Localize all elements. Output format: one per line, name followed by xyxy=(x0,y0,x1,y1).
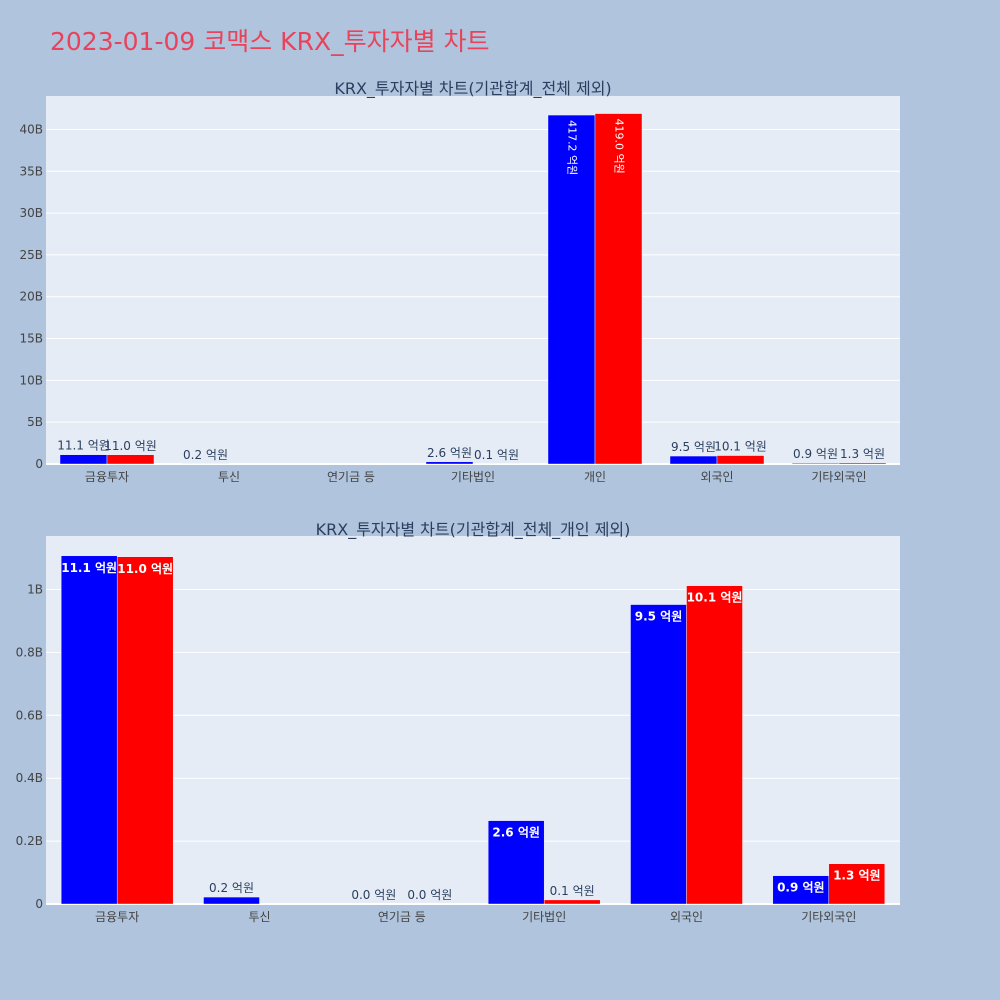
y-tick-label: 5B xyxy=(27,415,43,429)
chart-title: KRX_투자자별 차트(기관합계_전체 제외) xyxy=(334,79,611,99)
bar xyxy=(487,820,545,905)
data-label: 11.1 억원 xyxy=(57,439,110,453)
x-tick-label: 연기금 등 xyxy=(378,910,426,924)
data-label: 0.2 억원 xyxy=(183,448,228,462)
x-tick-label: 기타외국인 xyxy=(811,470,866,484)
bar xyxy=(543,899,601,905)
bar xyxy=(630,604,687,905)
bar xyxy=(828,863,886,905)
y-tick-label: 40B xyxy=(19,122,43,136)
bar xyxy=(716,455,765,465)
data-label: 2.6 억원 xyxy=(427,446,472,460)
data-label: 0.1 억원 xyxy=(474,448,519,462)
bar xyxy=(686,585,743,905)
y-tick-label: 25B xyxy=(19,248,43,262)
x-tick-label: 기타외국인 xyxy=(801,910,856,924)
bar xyxy=(669,455,718,465)
data-label: 10.1 억원 xyxy=(714,440,767,454)
bar xyxy=(203,896,260,905)
data-label: 417.2 억원 xyxy=(566,120,579,175)
plot-area xyxy=(46,96,900,464)
data-label: 10.1 억원 xyxy=(687,591,743,605)
chart-title: KRX_투자자별 차트(기관합계_전체_개인 제외) xyxy=(316,520,631,540)
data-label: 9.5 억원 xyxy=(671,440,716,454)
data-label: 9.5 억원 xyxy=(635,610,683,624)
bar xyxy=(547,114,596,465)
data-label: 419.0 억원 xyxy=(613,119,626,174)
data-label: 0.0 억원 xyxy=(351,888,396,902)
page-title: 2023-01-09 코맥스 KRX_투자자별 차트 xyxy=(50,27,490,56)
bar xyxy=(116,556,174,905)
x-tick-label: 금융투자 xyxy=(95,910,139,924)
y-tick-label: 20B xyxy=(19,290,43,304)
chart-bottom: KRX_투자자별 차트(기관합계_전체_개인 제외) 0 0.2B 0.4B 0.6B 0… xyxy=(16,520,900,924)
data-label: 0.9 억원 xyxy=(793,447,838,461)
x-tick-label: 투신 xyxy=(218,470,240,484)
x-tick-label: 투신 xyxy=(248,910,270,924)
y-tick-label: 0.2B xyxy=(16,834,43,848)
bar xyxy=(60,555,118,905)
x-tick-label: 연기금 등 xyxy=(327,470,375,484)
bar xyxy=(772,875,830,905)
bar xyxy=(59,454,108,465)
bar xyxy=(791,463,840,465)
bar xyxy=(425,461,474,465)
data-label: 1.3 억원 xyxy=(833,869,881,883)
bar xyxy=(838,462,887,465)
x-tick-label: 금융투자 xyxy=(85,470,129,484)
x-tick-label: 외국인 xyxy=(670,910,703,924)
data-label: 0.1 억원 xyxy=(550,884,595,898)
y-tick-label: 0.8B xyxy=(16,645,43,659)
y-tick-label: 10B xyxy=(19,373,43,387)
y-tick-label: 1B xyxy=(27,582,43,596)
data-label: 1.3 억원 xyxy=(840,447,885,461)
data-label: 0.9 억원 xyxy=(777,881,825,895)
chart-top: KRX_투자자별 차트(기관합계_전체 제외) 0 5B 10B 15B 20B 25B 30… xyxy=(19,79,900,484)
x-tick-label: 기타법인 xyxy=(451,470,495,484)
x-tick-label: 기타법인 xyxy=(522,910,566,924)
data-label: 2.6 억원 xyxy=(492,826,540,840)
y-tick-label: 0 xyxy=(35,457,43,471)
plot-area xyxy=(46,536,900,904)
data-label: 11.0 억원 xyxy=(104,439,157,453)
data-label: 0.0 억원 xyxy=(407,888,452,902)
data-label: 11.1 억원 xyxy=(61,561,117,575)
data-label: 0.2 억원 xyxy=(209,881,254,895)
y-tick-label: 0.6B xyxy=(16,708,43,722)
bar xyxy=(594,113,643,465)
x-tick-label: 외국인 xyxy=(700,470,733,484)
data-label: 11.0 억원 xyxy=(117,562,173,576)
y-tick-label: 35B xyxy=(19,164,43,178)
y-tick-label: 0.4B xyxy=(16,771,43,785)
y-tick-label: 15B xyxy=(19,332,43,346)
y-tick-label: 0 xyxy=(35,897,43,911)
x-tick-label: 개인 xyxy=(584,470,606,484)
bar xyxy=(106,454,155,465)
y-tick-label: 30B xyxy=(19,206,43,220)
